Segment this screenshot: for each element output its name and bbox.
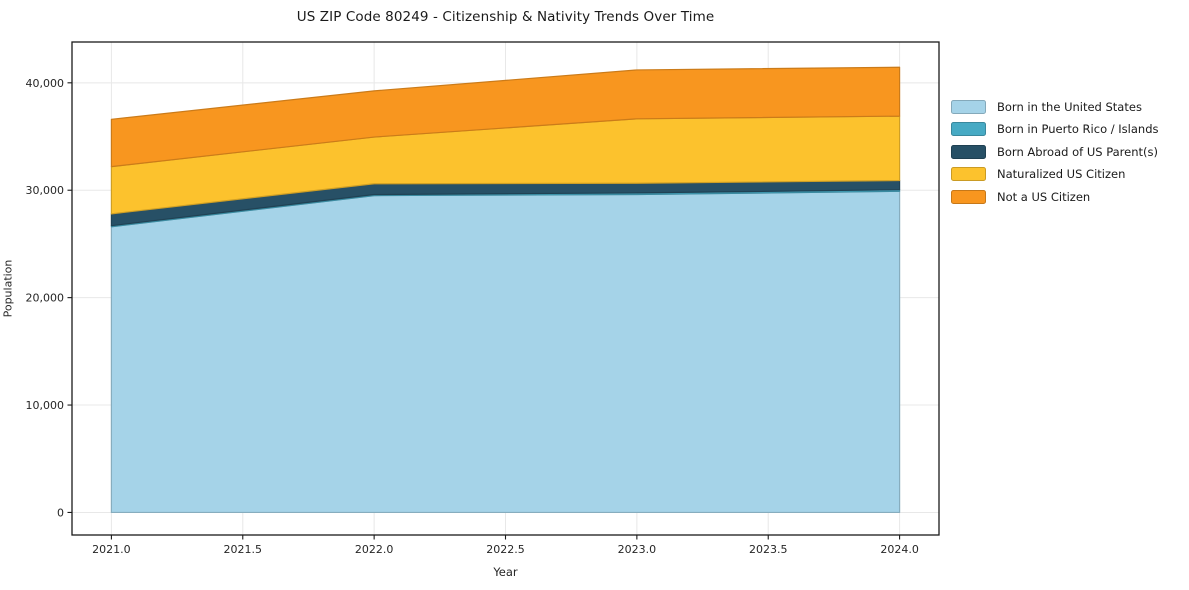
legend-item-born-abroad-of-us-parent-s: Born Abroad of US Parent(s): [951, 144, 1159, 159]
x-tick-label: 2021.5: [224, 543, 263, 556]
legend-swatch: [951, 167, 986, 181]
y-tick-label: 30,000: [26, 184, 65, 197]
x-tick-label: 2022.5: [486, 543, 525, 556]
legend-label: Naturalized US Citizen: [997, 167, 1126, 181]
legend-swatch: [951, 99, 986, 114]
legend-item-born-in-puerto-rico-islands: Born in Puerto Rico / Islands: [951, 122, 1159, 137]
y-tick-label: 0: [57, 506, 64, 519]
x-tick-label: 2021.0: [92, 543, 131, 556]
legend-swatch: [951, 144, 986, 159]
x-tick-label: 2022.0: [355, 543, 394, 556]
y-tick-label: 10,000: [26, 399, 65, 412]
x-tick-label: 2024.0: [880, 543, 919, 556]
legend-item-naturalized-us-citizen: Naturalized US Citizen: [951, 167, 1159, 182]
y-tick-label: 40,000: [26, 77, 65, 90]
area-not-a-us-citizen: [110, 66, 901, 168]
legend-label: Born in the United States: [997, 99, 1142, 114]
x-tick-label: 2023.5: [749, 543, 788, 556]
y-tick-label: 20,000: [26, 292, 65, 305]
legend-label: Not a US Citizen: [997, 189, 1091, 204]
legend-swatch: [951, 122, 986, 136]
legend-label: Born in Puerto Rico / Islands: [997, 122, 1159, 136]
legend: Born in the United States Born in Puerto …: [951, 99, 1159, 204]
x-axis-label: Year: [493, 565, 518, 579]
area-born-in-the-united-states: [110, 190, 901, 514]
y-axis-label: Population: [1, 259, 15, 318]
chart-title: US ZIP Code 80249 - Citizenship & Nativi…: [296, 9, 715, 25]
x-tick-label: 2023.0: [618, 543, 657, 556]
legend-item-born-in-the-united-states: Born in the United States: [951, 99, 1159, 114]
legend-item-not-a-us-citizen: Not a US Citizen: [951, 189, 1159, 204]
legend-label: Born Abroad of US Parent(s): [997, 144, 1158, 159]
legend-swatch: [951, 189, 986, 204]
